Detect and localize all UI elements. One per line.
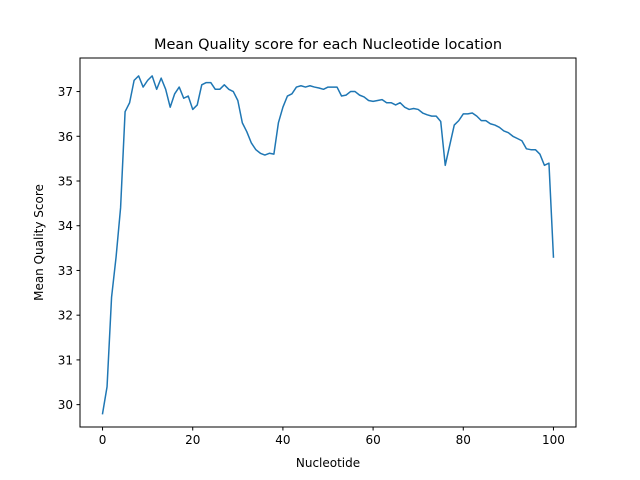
plot-area — [80, 58, 576, 427]
series-layer — [101, 75, 555, 415]
y-tick-label: 33 — [58, 264, 73, 278]
x-tick-label: 0 — [99, 433, 107, 447]
x-tick-label: 20 — [185, 433, 200, 447]
plot-frame — [79, 57, 577, 428]
y-tick-label: 31 — [58, 353, 73, 367]
x-tick-label: 100 — [542, 433, 565, 447]
y-tick-label: 32 — [58, 309, 73, 323]
y-axis-label: Mean Quality Score — [32, 184, 46, 301]
x-tick-label: 60 — [365, 433, 380, 447]
x-tick-label: 40 — [275, 433, 290, 447]
x-axis-label: Nucleotide — [296, 456, 360, 470]
series-line — [101, 75, 555, 415]
ticks-layer: 0 20 40 60 80 100 30 31 32 33 34 35 36 37 — [58, 85, 565, 447]
y-tick-label: 34 — [58, 219, 73, 233]
x-tick-label: 80 — [456, 433, 471, 447]
chart-title: Mean Quality score for each Nucleotide l… — [154, 37, 502, 53]
y-tick-label: 35 — [58, 175, 73, 189]
y-tick-label: 37 — [58, 85, 73, 99]
y-tick-label: 36 — [58, 130, 73, 144]
y-tick-label: 30 — [58, 398, 73, 412]
